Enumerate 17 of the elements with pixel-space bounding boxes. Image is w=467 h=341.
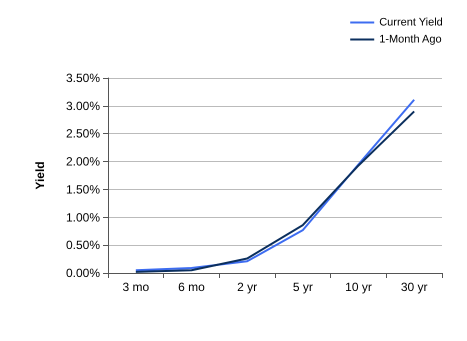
x-tick-label: 10 yr xyxy=(345,280,372,294)
x-tick-label: 30 yr xyxy=(400,280,428,294)
y-tick-label: 3.00% xyxy=(66,98,100,113)
y-tick-label: 2.00% xyxy=(66,154,100,169)
x-tick-label: 5 yr xyxy=(292,280,313,294)
y-tick-label: 0.50% xyxy=(66,238,100,252)
x-tick-label: 6 mo xyxy=(178,280,206,294)
legend-label: 1-Month Ago xyxy=(379,34,442,46)
x-tick-label: 2 yr xyxy=(237,280,258,294)
y-tick-label: 1.00% xyxy=(66,210,100,224)
y-tick-label: 2.50% xyxy=(66,126,100,141)
y-tick-label: 0.00% xyxy=(66,266,100,280)
legend-label: Current Yield xyxy=(379,16,443,28)
y-tick-label: 1.50% xyxy=(66,182,100,196)
x-tick-label: 3 mo xyxy=(122,280,150,294)
y-axis-title: Yield xyxy=(33,161,47,190)
y-tick-label: 3.50% xyxy=(66,71,100,85)
